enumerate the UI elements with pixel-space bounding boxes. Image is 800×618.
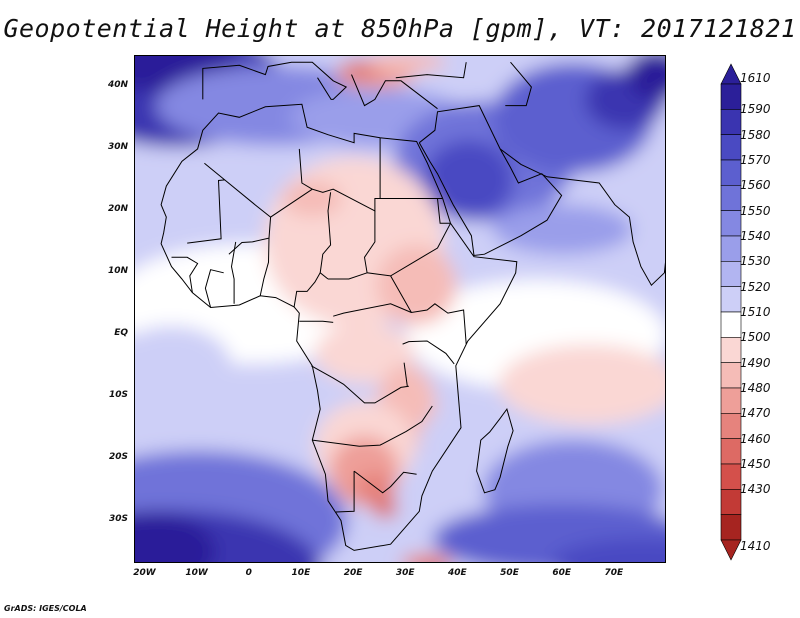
colorbar-tick-label: 1580 bbox=[740, 127, 771, 142]
colorbar-swatch bbox=[720, 311, 742, 338]
map-title: Geopotential Height at 850hPa [gpm], VT:… bbox=[3, 14, 797, 43]
lat-tick-label: 10N bbox=[107, 265, 128, 276]
colorbar-swatch bbox=[720, 83, 742, 110]
colorbar-tick-label: 1430 bbox=[740, 482, 771, 497]
lon-tick-label: 50E bbox=[500, 568, 519, 578]
colorbar-swatch bbox=[720, 387, 742, 414]
colorbar-swatch bbox=[720, 489, 742, 515]
lat-tick-label: 20S bbox=[108, 451, 128, 462]
colorbar-tick-label: 1460 bbox=[740, 431, 771, 446]
colorbar-swatch bbox=[720, 109, 742, 135]
colorbar-swatch bbox=[720, 362, 742, 389]
lon-tick-label: 20W bbox=[133, 568, 156, 578]
colorbar-tick-label: 1480 bbox=[740, 381, 771, 395]
colorbar-top-arrow bbox=[720, 63, 742, 85]
lon-tick-label: 0 bbox=[245, 568, 252, 578]
colorbar-tick-label: 1570 bbox=[740, 153, 771, 167]
colorbar bbox=[720, 63, 742, 561]
lon-tick-label: 20E bbox=[343, 568, 363, 578]
colorbar-swatch bbox=[720, 210, 742, 237]
lon-tick-label: 70E bbox=[604, 568, 624, 578]
colorbar-swatch bbox=[720, 463, 742, 490]
colorbar-tick-label: 1590 bbox=[740, 102, 771, 117]
colorbar-swatch bbox=[720, 514, 742, 541]
colorbar-tick-label: 1410 bbox=[740, 539, 771, 553]
colorbar-tick-label: 1450 bbox=[740, 457, 771, 471]
colorbar-swatch bbox=[720, 413, 742, 439]
colorbar-tick-label: 1520 bbox=[740, 279, 771, 294]
lat-tick-label: EQ bbox=[114, 327, 128, 338]
geopotential-map bbox=[135, 56, 665, 562]
lat-tick-label: 20N bbox=[107, 203, 128, 214]
colorbar-swatch bbox=[720, 159, 742, 186]
lon-tick-label: 30E bbox=[395, 568, 415, 578]
colorbar-tick-label: 1500 bbox=[740, 330, 771, 345]
colorbar-tick-label: 1550 bbox=[740, 203, 771, 218]
colorbar-swatch bbox=[720, 235, 742, 262]
colorbar-tick-label: 1540 bbox=[740, 229, 771, 243]
lon-tick-label: 10E bbox=[291, 568, 311, 578]
lat-tick-label: 10S bbox=[108, 389, 128, 400]
lon-tick-label: 40E bbox=[448, 568, 467, 578]
colorbar-tick-label: 1560 bbox=[740, 178, 771, 193]
colorbar-tick-label: 1530 bbox=[740, 254, 771, 269]
lon-tick-label: 10W bbox=[185, 568, 208, 578]
colorbar-swatch bbox=[720, 438, 742, 465]
colorbar-tick-label: 1470 bbox=[740, 406, 771, 421]
colorbar-swatch bbox=[720, 261, 742, 287]
lat-tick-label: 30S bbox=[108, 513, 128, 524]
colorbar-swatch bbox=[720, 185, 742, 211]
colorbar-bottom-arrow bbox=[720, 539, 742, 561]
colorbar-swatch bbox=[720, 134, 742, 161]
colorbar-swatch bbox=[720, 286, 742, 313]
lon-tick-label: 60E bbox=[552, 568, 572, 578]
colorbar-tick-label: 1610 bbox=[740, 71, 771, 85]
height-field bbox=[135, 56, 665, 562]
colorbar-swatch bbox=[720, 337, 742, 363]
colorbar-tick-label: 1510 bbox=[740, 305, 771, 319]
lat-tick-label: 40N bbox=[107, 79, 128, 90]
lat-tick-label: 30N bbox=[107, 141, 128, 152]
country-borders bbox=[160, 61, 665, 551]
colorbar-tick-label: 1490 bbox=[740, 355, 771, 370]
software-credit: GrADS: IGES/COLA bbox=[4, 604, 87, 613]
map-panel bbox=[134, 55, 666, 563]
